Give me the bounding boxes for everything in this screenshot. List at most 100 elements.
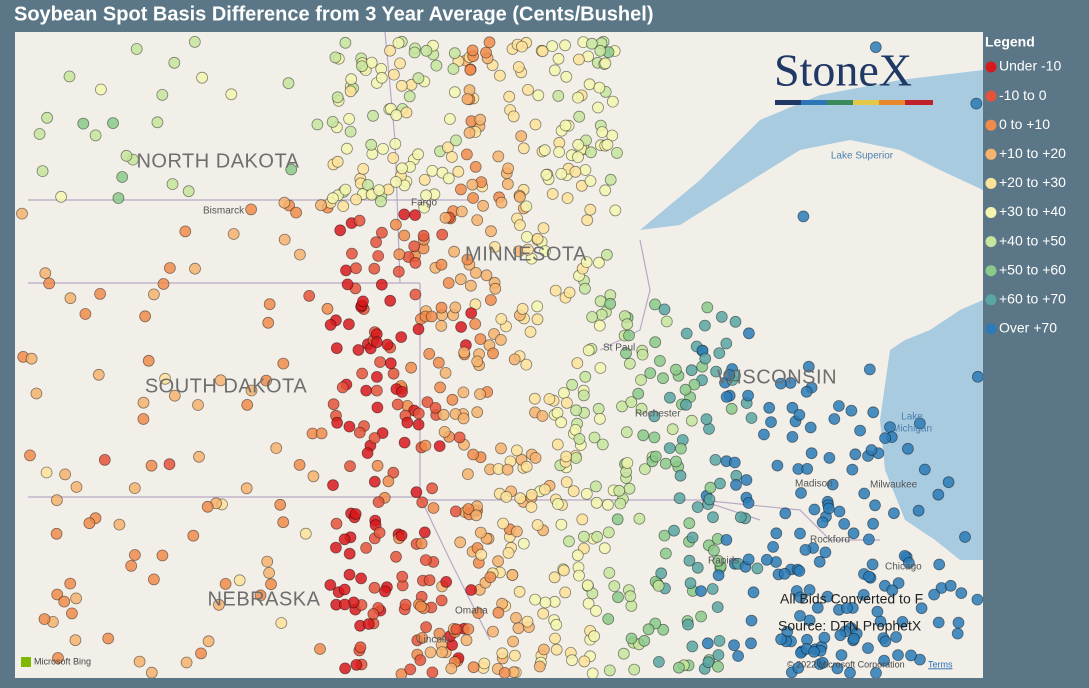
location-dot[interactable] — [507, 110, 520, 123]
location-dot[interactable] — [869, 499, 881, 512]
location-dot[interactable] — [559, 586, 572, 599]
location-dot[interactable] — [558, 387, 570, 399]
location-dot[interactable] — [418, 201, 431, 214]
legend-label[interactable]: 0 to +10 — [999, 116, 1050, 132]
location-dot[interactable] — [434, 381, 447, 394]
location-dot[interactable] — [147, 573, 160, 586]
location-dot[interactable] — [517, 142, 530, 155]
location-dot[interactable] — [453, 431, 466, 444]
location-dot[interactable] — [863, 533, 875, 546]
location-dot[interactable] — [775, 633, 787, 646]
location-dot[interactable] — [550, 618, 563, 631]
location-dot[interactable] — [337, 200, 350, 213]
location-dot[interactable] — [507, 635, 519, 648]
location-dot[interactable] — [512, 622, 525, 635]
location-dot[interactable] — [553, 146, 565, 158]
location-dot[interactable] — [270, 442, 283, 455]
location-dot[interactable] — [330, 517, 343, 530]
location-dot[interactable] — [457, 386, 470, 399]
location-dot[interactable] — [241, 398, 254, 411]
location-dot[interactable] — [340, 142, 353, 155]
location-dot[interactable] — [345, 247, 358, 260]
location-dot[interactable] — [599, 184, 612, 197]
location-dot[interactable] — [569, 165, 582, 178]
location-dot[interactable] — [555, 518, 568, 531]
location-dot[interactable] — [720, 337, 733, 350]
location-dot[interactable] — [660, 547, 672, 560]
location-dot[interactable] — [539, 245, 551, 258]
location-dot[interactable] — [915, 602, 928, 615]
location-dot[interactable] — [584, 203, 597, 216]
location-dot[interactable] — [879, 432, 891, 445]
location-dot[interactable] — [628, 663, 641, 676]
location-dot[interactable] — [633, 512, 646, 525]
location-dot[interactable] — [98, 453, 111, 466]
location-dot[interactable] — [601, 138, 614, 151]
location-dot[interactable] — [496, 647, 509, 660]
location-dot[interactable] — [879, 635, 892, 648]
location-dot[interactable] — [538, 144, 551, 157]
location-dot[interactable] — [566, 654, 578, 667]
location-dot[interactable] — [602, 498, 614, 511]
location-dot[interactable] — [847, 527, 860, 540]
location-dot[interactable] — [254, 589, 267, 602]
location-dot[interactable] — [43, 277, 56, 290]
location-dot[interactable] — [751, 562, 764, 575]
location-dot[interactable] — [636, 348, 649, 361]
location-dot[interactable] — [435, 319, 448, 332]
location-dot[interactable] — [797, 210, 810, 223]
location-dot[interactable] — [520, 358, 533, 371]
location-dot[interactable] — [576, 513, 589, 526]
location-dot[interactable] — [329, 51, 342, 64]
location-dot[interactable] — [497, 517, 510, 530]
location-dot[interactable] — [593, 256, 605, 269]
location-dot[interactable] — [392, 37, 405, 49]
location-dot[interactable] — [381, 338, 394, 351]
location-dot[interactable] — [338, 598, 351, 611]
location-dot[interactable] — [179, 225, 192, 238]
location-dot[interactable] — [540, 168, 553, 181]
location-dot[interactable] — [531, 300, 544, 313]
location-dot[interactable] — [666, 423, 679, 436]
location-dot[interactable] — [579, 370, 592, 383]
location-dot[interactable] — [821, 590, 834, 603]
location-dot[interactable] — [373, 526, 386, 539]
location-dot[interactable] — [442, 277, 455, 289]
location-dot[interactable] — [563, 535, 575, 548]
location-dot[interactable] — [120, 149, 133, 162]
location-dot[interactable] — [822, 502, 835, 515]
location-dot[interactable] — [353, 214, 366, 227]
location-dot[interactable] — [412, 148, 425, 161]
location-dot[interactable] — [725, 402, 738, 415]
location-dot[interactable] — [583, 78, 596, 91]
location-dot[interactable] — [387, 68, 400, 81]
location-dot[interactable] — [374, 356, 387, 369]
location-dot[interactable] — [182, 185, 195, 198]
location-dot[interactable] — [371, 401, 384, 414]
location-dot[interactable] — [166, 178, 179, 191]
legend-swatch[interactable] — [985, 236, 997, 248]
location-dot[interactable] — [680, 327, 693, 340]
location-dot[interactable] — [732, 650, 744, 662]
location-dot[interactable] — [528, 392, 541, 405]
location-dot[interactable] — [625, 632, 638, 645]
location-dot[interactable] — [416, 632, 429, 644]
location-dot[interactable] — [448, 47, 461, 60]
location-dot[interactable] — [532, 89, 545, 102]
location-dot[interactable] — [525, 488, 538, 501]
location-dot[interactable] — [524, 325, 537, 338]
location-dot[interactable] — [339, 36, 352, 49]
location-dot[interactable] — [467, 192, 480, 204]
location-dot[interactable] — [361, 179, 374, 191]
location-dot[interactable] — [370, 336, 383, 349]
location-dot[interactable] — [365, 56, 378, 69]
location-dot[interactable] — [571, 357, 584, 370]
location-dot[interactable] — [435, 594, 448, 607]
location-dot[interactable] — [452, 165, 465, 178]
location-dot[interactable] — [326, 116, 339, 128]
location-dot[interactable] — [112, 192, 125, 205]
location-dot[interactable] — [573, 569, 585, 582]
location-dot[interactable] — [275, 617, 288, 629]
location-dot[interactable] — [813, 555, 826, 568]
location-dot[interactable] — [668, 524, 680, 537]
